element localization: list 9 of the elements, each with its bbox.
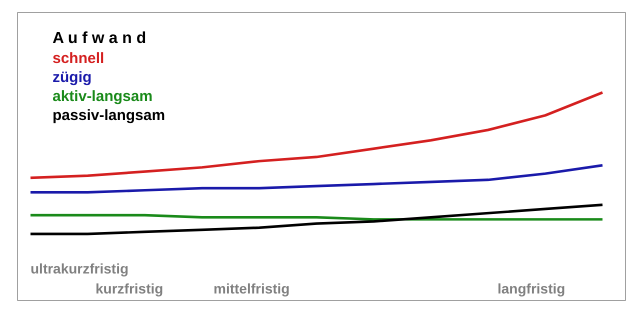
text: zügig [52, 69, 92, 86]
text: aktiv-langsam [52, 88, 153, 105]
annotation: kurzfristig [96, 280, 164, 296]
legend-title: A u f w a n d [52, 30, 146, 47]
text: passiv-langsam [52, 107, 166, 124]
text: schnell [52, 50, 104, 67]
annotation: ultrakurzfristig [30, 260, 129, 276]
annotation: mittelfristig [214, 280, 290, 296]
annotation: langfristig [498, 280, 566, 296]
